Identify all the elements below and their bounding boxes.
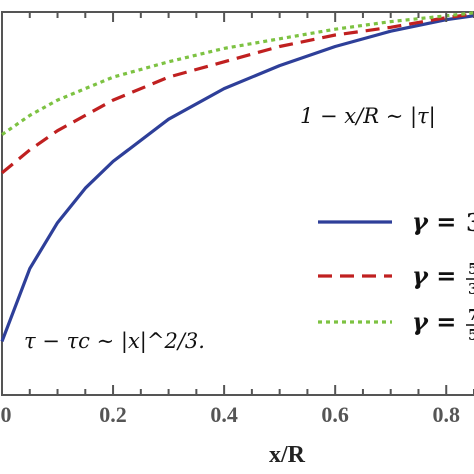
plot-border xyxy=(1,11,474,396)
series-line-2 xyxy=(0,12,474,175)
x-axis-tick-labels: 0 0.2 0.4 0.6 0.8 xyxy=(1,402,460,427)
x-axis-ticks xyxy=(1,12,474,395)
legend-label-1: γ = xyxy=(412,207,456,236)
legend-frac-den-3: 5 xyxy=(468,326,474,344)
curves-layer xyxy=(0,11,474,342)
legend-frac-num-3: 7 xyxy=(468,306,474,324)
x-tick-label: 0.8 xyxy=(432,402,460,427)
annotation-upper: 1 − x/R ∼ |τ| xyxy=(300,104,436,129)
plot-frame xyxy=(1,11,474,396)
legend-frac-num-2: 5 xyxy=(468,260,474,278)
series-line-3 xyxy=(1,11,474,136)
x-tick-label: 0.2 xyxy=(99,402,127,427)
series-line-1 xyxy=(0,14,474,342)
legend-frac-den-2: 3 xyxy=(468,280,474,298)
x-axis-title: x/R xyxy=(269,442,306,468)
annotation-upper-text: 1 − x/R ∼ |τ| xyxy=(300,104,436,129)
x-tick-label: 0 xyxy=(1,402,12,427)
legend: γ = 3 γ = 5 3 γ = 7 5 xyxy=(318,207,474,344)
annotation-lower-text: τ − τc ∼ |x|^2/3. xyxy=(24,329,205,354)
legend-label-2: γ = xyxy=(412,261,456,290)
legend-value-1: 3 xyxy=(466,208,474,237)
legend-label-3: γ = xyxy=(412,307,456,336)
x-tick-label: 0.6 xyxy=(321,402,349,427)
annotation-lower: τ − τc ∼ |x|^2/3. xyxy=(24,329,205,354)
x-tick-label: 0.4 xyxy=(210,402,238,427)
